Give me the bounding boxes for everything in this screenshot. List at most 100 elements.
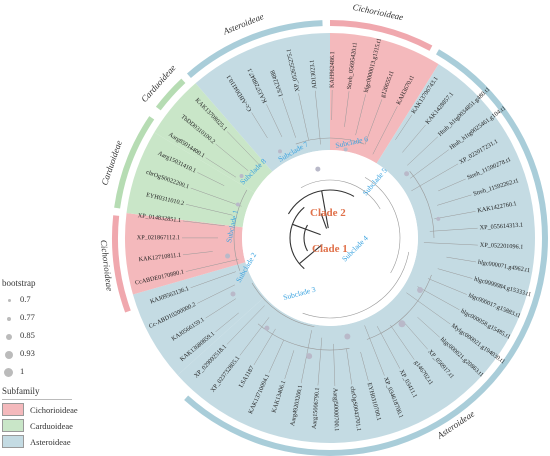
swatch-carduoideae xyxy=(2,419,24,432)
leaf-branch xyxy=(360,351,369,382)
legend-cichorioideae: Cichorioideae xyxy=(30,405,78,415)
sector-carduoideae-left xyxy=(126,132,255,228)
root-branch xyxy=(320,213,328,229)
leaf-branch xyxy=(429,227,478,232)
ring-label-carduoideae-upper: Carduoideae xyxy=(139,63,178,104)
leaf-label: XP_052201096.1 xyxy=(480,242,524,251)
bootstrap-value: 0.7 xyxy=(20,294,31,304)
bootstrap-dot xyxy=(315,166,321,172)
leaf-branch xyxy=(427,278,467,295)
bootstrap-legend-title: bootstrap xyxy=(2,278,36,288)
legend-divider xyxy=(2,399,72,400)
bootstrap-dot xyxy=(343,147,348,152)
internal-branch xyxy=(300,179,381,210)
leaf-branch xyxy=(215,312,239,333)
internal-branch xyxy=(409,170,435,239)
bootstrap-dot xyxy=(235,202,240,207)
leaf-branch xyxy=(197,284,236,304)
leaf-branch xyxy=(281,97,296,138)
leaf-branch xyxy=(268,339,285,373)
leaf-branch xyxy=(190,187,242,207)
leaf-branch xyxy=(437,268,473,279)
swatch-cichorioideae xyxy=(2,403,24,416)
internal-branch xyxy=(295,137,365,145)
internal-branch xyxy=(364,177,401,274)
leaf-branch xyxy=(403,321,428,350)
leaf-label: XP_055614313.1 xyxy=(479,222,523,232)
leaf-branch xyxy=(411,163,459,192)
leaf-branch xyxy=(364,99,383,145)
bootstrap-value: 0.85 xyxy=(20,330,35,340)
leaf-branch xyxy=(406,292,451,325)
leaf-branch xyxy=(364,325,385,376)
leaf-branch xyxy=(227,131,261,167)
bootstrap-dot xyxy=(344,333,351,340)
bootstrap-dot xyxy=(230,291,236,297)
bootstrap-value: 0.77 xyxy=(20,312,35,322)
internal-branch xyxy=(366,274,432,340)
leaf-branch xyxy=(185,204,233,216)
inner-blank xyxy=(242,150,418,326)
sector-asteroideae-lower-left xyxy=(132,262,265,376)
leaf-branch xyxy=(314,90,321,145)
bootstrap-dot-0.7 xyxy=(8,299,11,302)
root-branch xyxy=(299,244,323,265)
clade-2-label: Clade 2 xyxy=(310,207,346,219)
leaf-branch xyxy=(434,211,476,220)
bootstrap-dot xyxy=(306,353,313,360)
ring-label-cichorioideae-top: Cichorioideae xyxy=(352,2,404,22)
leaf-label: KAH962486.1 xyxy=(329,51,337,88)
sector-asteroideae-main xyxy=(177,64,535,443)
leaf-branch xyxy=(284,350,295,379)
leaf-branch xyxy=(390,324,415,360)
bootstrap-dot-1 xyxy=(4,368,13,377)
bootstrap-dot xyxy=(398,320,406,328)
leaf-branch xyxy=(205,157,237,178)
leaf-branch xyxy=(372,106,398,155)
bootstrap-dot xyxy=(225,253,231,259)
internal-branch xyxy=(289,206,305,270)
subfamily-sectors xyxy=(125,32,535,443)
leaf-branch xyxy=(215,143,249,171)
leaf-branch xyxy=(346,348,353,385)
leaf-label: Aarg15006790.1 xyxy=(311,387,321,429)
bootstrap-dot-0.93 xyxy=(5,351,13,359)
leaf-branch xyxy=(190,271,236,289)
leaf-branch xyxy=(266,104,283,137)
tree-branches xyxy=(181,90,478,386)
leaf-branch xyxy=(410,149,449,179)
ring-cichorioideae-left xyxy=(112,215,131,313)
leaf-branch xyxy=(402,124,426,153)
leaf-branch xyxy=(438,178,466,192)
internal-branch xyxy=(302,251,410,319)
leaf-branch xyxy=(197,172,225,186)
swatch-asteroideae xyxy=(2,435,24,448)
sector-cichorioideae-top xyxy=(330,33,439,164)
ring-asteroideae-top xyxy=(186,20,323,79)
internal-branch xyxy=(303,224,308,252)
ring-cichorioideae-top xyxy=(330,20,433,51)
leaf-branch xyxy=(446,256,477,263)
internal-branch xyxy=(233,189,248,271)
leaf-label: AD13023.1 xyxy=(309,60,319,90)
leaf-branch xyxy=(251,112,268,139)
leaf-branch xyxy=(333,343,336,386)
leaf-branch xyxy=(239,317,270,356)
root-branch xyxy=(292,223,321,236)
leaf-branch xyxy=(253,328,276,366)
leaf-branch xyxy=(344,91,350,127)
sector-carduoideae-upper xyxy=(154,83,273,193)
subfamily-legend-title: Subfamily xyxy=(2,386,40,396)
leaf-branch xyxy=(205,298,236,319)
sector-cichorioideae-left xyxy=(125,213,246,295)
sector-asteroideae-top xyxy=(195,32,330,172)
bootstrap-dot xyxy=(404,171,410,177)
leaf-branch xyxy=(185,259,239,272)
leaf-label: XP_021867112.1 xyxy=(137,234,180,241)
leaf-branch xyxy=(182,251,213,256)
bootstrap-dot-0.85 xyxy=(6,334,12,340)
subfamily-rings xyxy=(112,20,548,456)
bootstrap-value: 0.93 xyxy=(20,348,35,358)
leaf-label: XP_014832851.1 xyxy=(137,212,181,224)
